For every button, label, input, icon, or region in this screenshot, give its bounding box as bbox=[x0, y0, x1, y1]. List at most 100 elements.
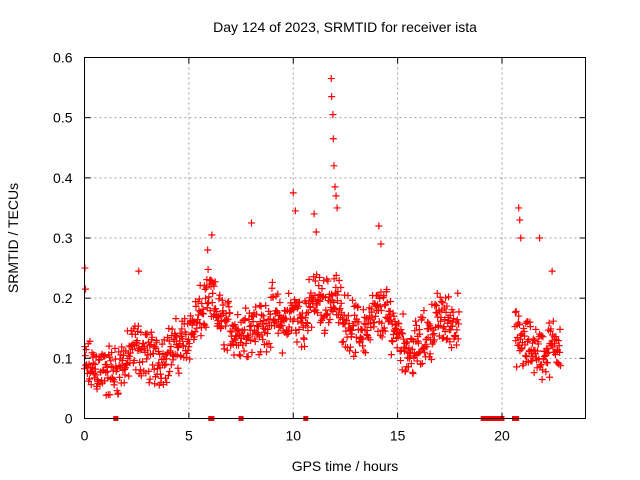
data-point bbox=[136, 366, 144, 374]
data-point bbox=[304, 327, 312, 335]
data-point-peak bbox=[208, 231, 216, 239]
data-point bbox=[248, 348, 256, 356]
data-point bbox=[418, 359, 426, 367]
data-point bbox=[103, 367, 111, 375]
data-point bbox=[292, 329, 300, 337]
data-point bbox=[426, 321, 434, 329]
data-point bbox=[387, 351, 395, 359]
data-point bbox=[223, 346, 231, 354]
data-point bbox=[253, 322, 261, 330]
data-point-peak bbox=[330, 162, 338, 170]
data-point bbox=[426, 350, 434, 358]
data-point bbox=[357, 325, 365, 333]
data-point-peak bbox=[333, 204, 341, 212]
data-point bbox=[514, 319, 522, 327]
data-point bbox=[89, 359, 97, 367]
data-point bbox=[521, 352, 529, 360]
data-point bbox=[163, 378, 171, 386]
data-point-peak bbox=[310, 210, 318, 218]
data-point bbox=[184, 346, 192, 354]
data-point bbox=[366, 336, 374, 344]
data-point-peak bbox=[135, 267, 143, 275]
x-tick-label: 5 bbox=[185, 428, 193, 444]
data-point bbox=[202, 284, 210, 292]
data-point bbox=[245, 333, 253, 341]
data-point bbox=[125, 372, 133, 380]
data-point bbox=[431, 300, 439, 308]
data-point bbox=[393, 344, 401, 352]
data-point bbox=[314, 296, 322, 304]
data-point bbox=[549, 343, 557, 351]
data-point bbox=[143, 355, 151, 363]
data-point bbox=[521, 332, 529, 340]
y-tick-label: 0.3 bbox=[53, 230, 73, 246]
data-point bbox=[408, 345, 416, 353]
data-point bbox=[454, 335, 462, 343]
data-point bbox=[229, 340, 237, 348]
data-point bbox=[258, 311, 266, 319]
data-point bbox=[390, 312, 398, 320]
data-point bbox=[455, 308, 463, 316]
data-point bbox=[295, 302, 303, 310]
data-point bbox=[295, 326, 303, 334]
data-point bbox=[158, 340, 166, 348]
data-point bbox=[224, 299, 232, 307]
data-point bbox=[430, 330, 438, 338]
data-point bbox=[209, 289, 217, 297]
data-point bbox=[383, 285, 391, 293]
data-point bbox=[137, 328, 145, 336]
data-point bbox=[334, 288, 342, 296]
data-point bbox=[102, 369, 110, 377]
y-tick-label: 0.6 bbox=[53, 50, 73, 66]
grid-layer bbox=[84, 57, 586, 419]
data-point bbox=[94, 377, 102, 385]
data-point bbox=[305, 276, 313, 284]
data-point bbox=[336, 304, 344, 312]
data-point bbox=[156, 370, 164, 378]
data-point bbox=[340, 311, 348, 319]
data-point-peak bbox=[536, 234, 544, 242]
data-point-peak bbox=[516, 216, 524, 224]
data-point bbox=[324, 277, 332, 285]
data-point bbox=[516, 321, 524, 329]
data-point bbox=[255, 322, 263, 330]
data-point bbox=[376, 295, 384, 303]
data-point bbox=[432, 302, 440, 310]
data-point bbox=[344, 292, 352, 300]
data-point bbox=[192, 302, 200, 310]
data-point bbox=[335, 277, 343, 285]
data-point bbox=[318, 285, 326, 293]
data-point bbox=[139, 339, 147, 347]
data-point bbox=[201, 285, 209, 293]
data-point bbox=[143, 330, 151, 338]
data-point bbox=[344, 312, 352, 320]
data-point bbox=[512, 307, 520, 315]
data-point bbox=[111, 344, 119, 352]
x-tick-label: 0 bbox=[81, 428, 89, 444]
data-point-peak bbox=[204, 246, 212, 254]
data-point bbox=[259, 336, 267, 344]
data-point bbox=[526, 323, 534, 331]
data-point bbox=[231, 321, 239, 329]
data-point bbox=[278, 349, 286, 357]
data-point bbox=[93, 385, 101, 393]
data-point bbox=[301, 342, 309, 350]
data-point bbox=[118, 343, 126, 351]
data-point bbox=[392, 334, 400, 342]
data-point bbox=[539, 333, 547, 341]
data-point bbox=[315, 282, 323, 290]
data-point bbox=[130, 356, 138, 364]
data-point bbox=[240, 347, 248, 355]
data-point bbox=[161, 361, 169, 369]
data-point bbox=[313, 301, 321, 309]
data-point bbox=[394, 333, 402, 341]
data-point bbox=[411, 327, 419, 335]
data-point-peak bbox=[327, 75, 335, 83]
data-point bbox=[389, 330, 397, 338]
data-point bbox=[210, 282, 218, 290]
data-point bbox=[145, 367, 153, 375]
data-point bbox=[549, 317, 557, 325]
data-point bbox=[515, 312, 523, 320]
data-point-peak bbox=[515, 204, 523, 212]
